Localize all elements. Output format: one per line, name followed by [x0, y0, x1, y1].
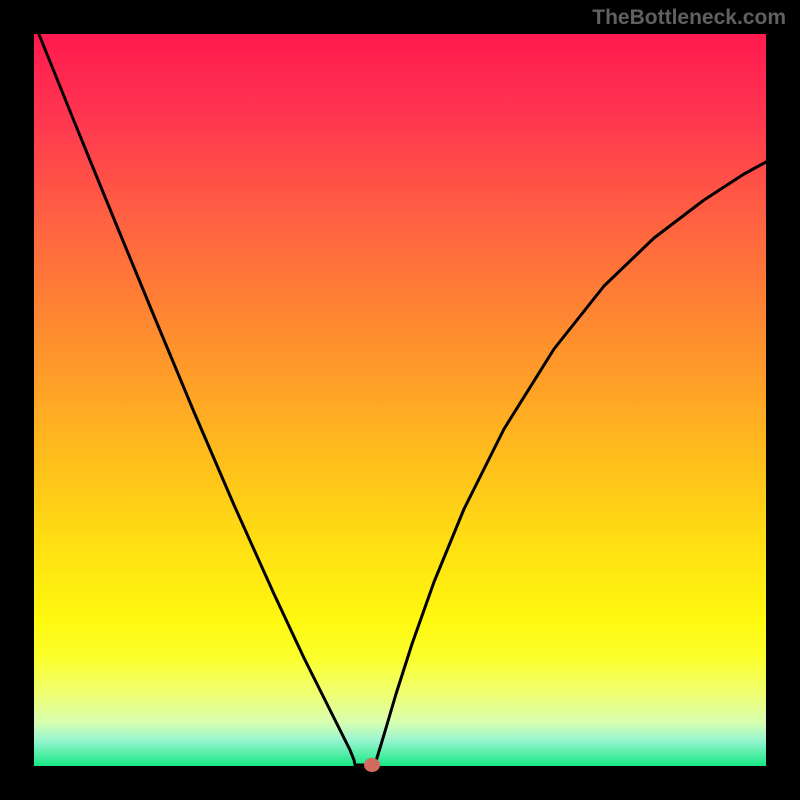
plot-area: [34, 34, 766, 766]
optimum-marker: [364, 758, 380, 772]
bottleneck-curve: [34, 34, 766, 766]
watermark-text: TheBottleneck.com: [592, 6, 786, 30]
